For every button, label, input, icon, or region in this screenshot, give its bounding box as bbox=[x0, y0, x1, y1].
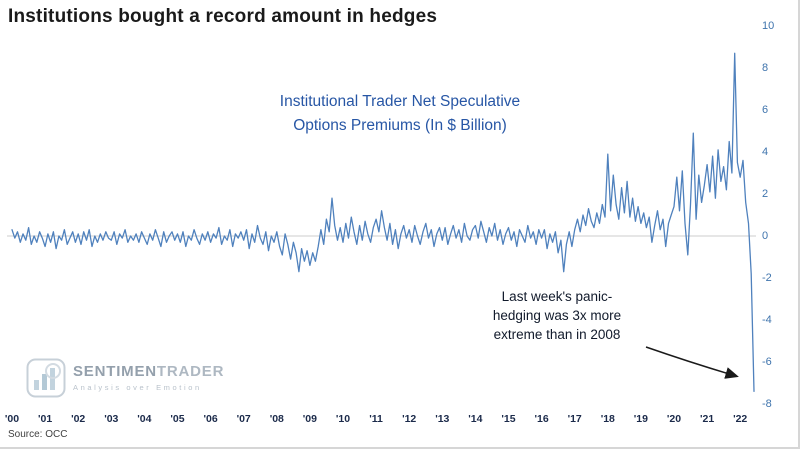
annotation-line3: extreme than in 2008 bbox=[493, 326, 621, 342]
x-axis-tick-label: '15 bbox=[501, 413, 516, 425]
x-axis-tick-label: '18 bbox=[600, 413, 615, 425]
x-axis-tick-label: '03 bbox=[104, 413, 119, 425]
y-axis-tick-label: -8 bbox=[762, 398, 772, 410]
y-axis-tick-label: 2 bbox=[762, 188, 769, 200]
y-axis-tick-label: -6 bbox=[762, 356, 772, 368]
x-axis-tick-label: '07 bbox=[236, 413, 251, 425]
y-axis-tick-label: -2 bbox=[762, 272, 772, 284]
x-axis-tick-label: '10 bbox=[335, 413, 351, 425]
annotation-line2: hedging was 3x more bbox=[492, 307, 622, 323]
x-axis-tick-label: '04 bbox=[137, 413, 152, 425]
x-axis-tick-label: '19 bbox=[633, 413, 648, 425]
y-axis-tick-label: 10 bbox=[762, 20, 775, 32]
x-axis-tick-label: '22 bbox=[733, 413, 748, 425]
x-axis-tick-label: '16 bbox=[534, 413, 549, 425]
annotation-arrow bbox=[645, 346, 739, 379]
y-axis-tick-label: 6 bbox=[762, 104, 769, 116]
annotation-line1: Last week's panic- bbox=[501, 289, 613, 304]
y-axis-tick-label: 4 bbox=[762, 146, 769, 158]
annotation-callout: Last week's panic- hedging was 3x more e… bbox=[462, 288, 652, 345]
y-axis-tick-label: 8 bbox=[762, 62, 769, 74]
watermark-logo: SENTIMENTRADER Analysis over Emotion bbox=[26, 358, 224, 398]
chart-series-label: Institutional Trader Net Speculative Opt… bbox=[240, 90, 560, 138]
y-axis-tick-label: -4 bbox=[762, 314, 772, 326]
x-axis-tick-label: '21 bbox=[700, 413, 715, 425]
brand-name-part1: SENTIMEN bbox=[73, 363, 157, 381]
y-axis-tick-label: 0 bbox=[762, 230, 769, 242]
page-title: Institutions bought a record amount in h… bbox=[8, 6, 438, 27]
x-axis-tick-label: '13 bbox=[435, 413, 450, 425]
x-axis-tick-label: '11 bbox=[369, 413, 383, 425]
x-axis-tick-label: '00 bbox=[4, 413, 20, 425]
x-axis-tick-label: '09 bbox=[302, 413, 317, 425]
x-axis-tick-label: '02 bbox=[71, 413, 86, 425]
x-axis-tick-label: '12 bbox=[402, 413, 417, 425]
series-label-line1: Institutional Trader Net Speculative bbox=[279, 93, 521, 110]
source-label: Source: OCC bbox=[8, 429, 68, 440]
series-label-line2: Options Premiums (In $ Billion) bbox=[293, 117, 507, 135]
x-axis-tick-label: '05 bbox=[170, 413, 185, 425]
trend-line bbox=[11, 52, 755, 393]
x-axis-tick-label: '14 bbox=[468, 413, 483, 425]
brand-tagline: Analysis over Emotion bbox=[73, 382, 202, 392]
brand-text: SENTIMENTRADER Analysis over Emotion bbox=[73, 364, 224, 392]
x-axis-tick-label: '08 bbox=[269, 413, 284, 425]
x-axis-tick-label: '20 bbox=[666, 413, 682, 425]
x-axis-tick-label: '01 bbox=[38, 413, 53, 425]
x-axis-tick-label: '06 bbox=[203, 413, 218, 425]
x-axis-tick-label: '17 bbox=[567, 413, 582, 425]
bar-chart-logo-icon bbox=[26, 358, 66, 398]
brand-name-part2: TRADER bbox=[156, 363, 225, 381]
